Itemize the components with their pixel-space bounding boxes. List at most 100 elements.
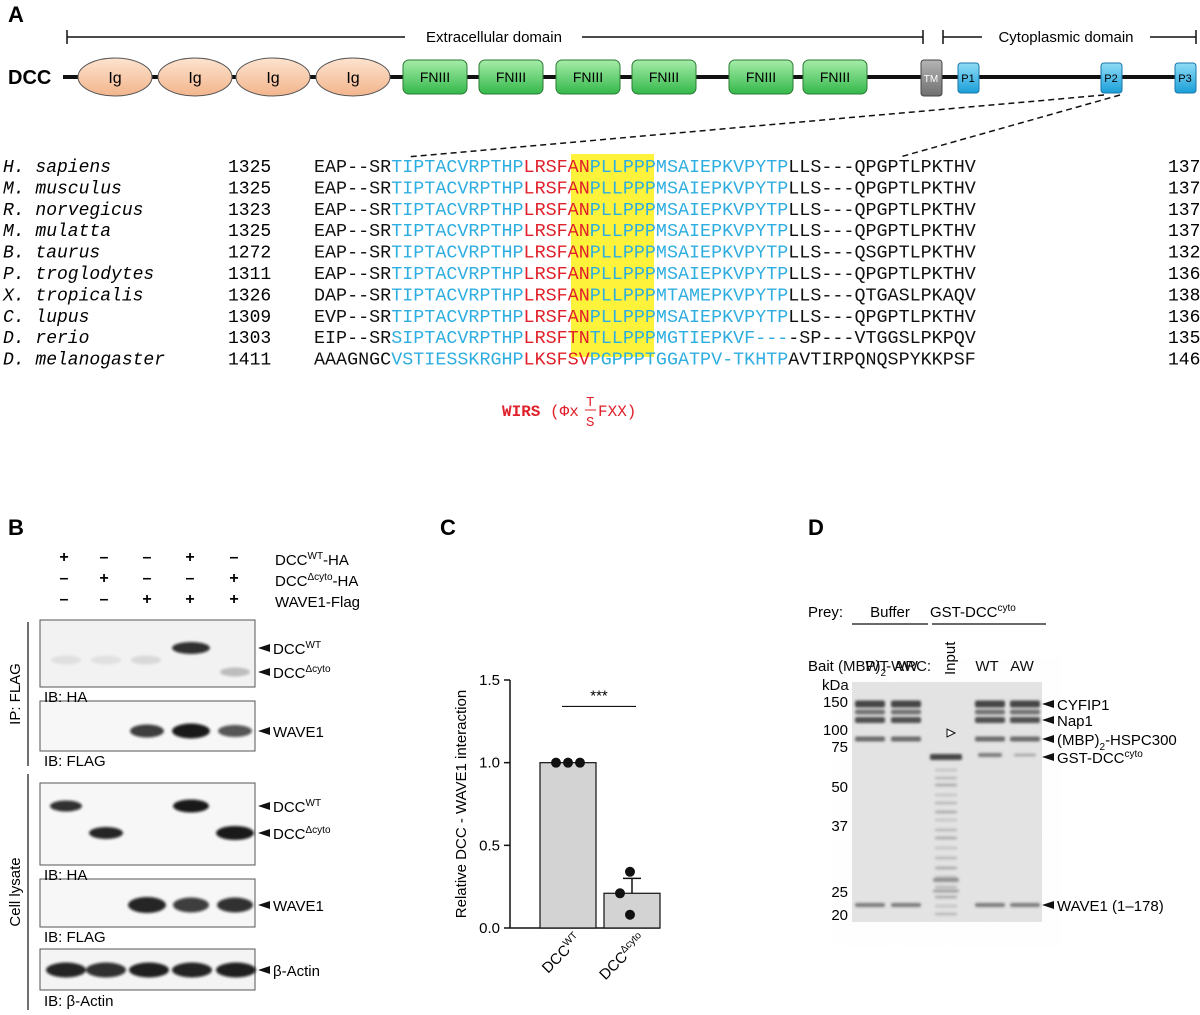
condition-sign: –: [143, 549, 152, 566]
svg-text:FNIII: FNIII: [420, 69, 450, 85]
residue-end: 1469: [1168, 351, 1200, 371]
gel-band: [935, 793, 957, 797]
band-gst-dcc: GST-DCCcyto: [1057, 749, 1143, 767]
x-category-label: DCCWT: [538, 930, 585, 977]
blot-band: [172, 962, 212, 978]
wirs-motif: WIRS (Φx T S FXX): [502, 395, 636, 431]
gel-band: [855, 700, 885, 708]
residue-end: 1353: [1168, 329, 1200, 349]
condition-sign: –: [143, 570, 152, 587]
gel-band: [855, 709, 885, 715]
species-name: D. rerio: [3, 329, 89, 349]
ig-domain: Ig: [157, 57, 233, 97]
y-tick-label: 1.0: [479, 755, 500, 772]
gel-band: [935, 875, 957, 879]
ig-domain: Ig: [235, 57, 311, 97]
x-category-label: DCCΔcyto: [595, 930, 649, 984]
gel-band: [975, 700, 1005, 708]
blot-band: [128, 897, 166, 913]
svg-text:FNIII: FNIII: [649, 69, 679, 85]
bar-chart: 0.0 0.5 1.0 1.5 Relative DCC - WAVE1 interac…: [453, 672, 661, 984]
ip-flag-label: IP: FLAG: [7, 663, 24, 725]
condition-sign: –: [60, 591, 69, 608]
condition-labels: DCCWT-HA DCCΔcyto-HA WAVE1-Flag: [275, 551, 360, 611]
blot-bands: [46, 642, 256, 978]
cell-lysate-label: Cell lysate: [7, 857, 24, 926]
species-name: M. musculus: [3, 179, 122, 199]
gel-band: [935, 783, 957, 787]
panel-a-label: A: [8, 2, 24, 27]
kda-label: kDa: [822, 677, 849, 694]
sequence: EAP--SRTIPTACVRPTHP LRSFANPLLPPPMSAIEPKVP…: [314, 158, 976, 178]
ib-label: IB: FLAG: [44, 929, 106, 946]
wirs-motif-top: T: [586, 395, 594, 411]
condition-dcc-dcyto: DCCΔcyto-HA: [275, 572, 358, 590]
gel-band: [935, 801, 957, 805]
residue-end: 1379: [1168, 179, 1200, 199]
residue-start: 1272: [228, 244, 271, 264]
wirs-highlight: [571, 154, 654, 357]
gel-bands: [855, 700, 1040, 916]
gel-band: [935, 836, 957, 840]
alignment-row: H. sapiens 1325 EAP--SRTIPTACVRPTHP LRSFANP…: [3, 158, 1200, 178]
blot-band: [216, 962, 256, 978]
extracellular-domain-label: Extracellular domain: [426, 29, 562, 46]
western-blots: [39, 619, 256, 991]
svg-text:Ig: Ig: [188, 70, 201, 87]
condition-sign: +: [142, 591, 151, 608]
band-cyfip1: CYFIP1: [1057, 697, 1110, 714]
mw-marker: 50: [831, 779, 848, 796]
svg-text:Ig: Ig: [108, 70, 121, 87]
data-point: [551, 757, 561, 768]
arrow-wave1: WAVE1: [273, 898, 324, 915]
sequence-alignment: H. sapiens 1325 EAP--SRTIPTACVRPTHP LRSFANP…: [2, 158, 1200, 371]
blot-band: [217, 897, 253, 913]
sequence: EIP--SRSIPTACVRPTHP LRSFTNTLLPPPMGTIEPKVF…: [314, 329, 976, 349]
svg-text:FNIII: FNIII: [573, 69, 603, 85]
ib-label: IB: FLAG: [44, 753, 106, 770]
condition-sign: –: [60, 570, 69, 587]
blot-band: [220, 667, 250, 677]
gel-band: [935, 828, 957, 832]
residue-start: 1325: [228, 158, 271, 178]
protein-name: DCC: [8, 67, 51, 89]
band-wave1: WAVE1 (1–178): [1057, 898, 1164, 915]
fniii-domain: FNIII: [478, 59, 544, 95]
gel-band: [930, 754, 962, 760]
gel-band: [935, 912, 957, 916]
panel-a: A Extracellular domain Cytoplasmic domai…: [2, 2, 1200, 431]
gel-band: [975, 736, 1005, 742]
sequence: AAAGNGCVSTIESSKRGHP LKSFSVPGPPPTGGATPV-TK…: [314, 351, 976, 371]
residue-start: 1411: [228, 351, 271, 371]
gel-band: [935, 768, 957, 772]
blot-band: [218, 725, 252, 737]
zoom-lines: [406, 94, 1121, 158]
alignment-row: M. mulatta 1325 EAP--SRTIPTACVRPTHP LRSFANP…: [3, 222, 1200, 242]
sequence: EAP--SRTIPTACVRPTHP LRSFANPLLPPPMSAIEPKVP…: [314, 222, 976, 242]
gel-band: [1010, 736, 1040, 742]
data-point: [563, 757, 573, 768]
condition-sign: +: [229, 591, 238, 608]
svg-text:P1: P1: [961, 73, 974, 85]
bait-label: Bait (MBP)2-WRC:: [808, 658, 931, 679]
data-point: [625, 909, 635, 920]
residue-end: 1379: [1168, 158, 1200, 178]
blot-band: [131, 655, 161, 665]
gel-band: [935, 818, 957, 822]
blot-band: [50, 800, 82, 812]
ib-label: IB: HA: [44, 689, 87, 706]
panel-d-label: D: [808, 515, 824, 540]
data-point: [625, 866, 635, 877]
wirs-motif-post: FXX): [598, 403, 636, 421]
panel-c: C 0.0 0.5 1.0 1.5 Relative DCC - WAVE1 inter…: [440, 515, 661, 984]
blot-band: [51, 655, 81, 665]
residue-end: 1365: [1168, 265, 1200, 285]
ib-label: IB: HA: [44, 867, 87, 884]
lane-label: WT: [975, 658, 998, 675]
y-tick-label: 1.5: [479, 672, 500, 689]
fniii-domain: FNIII: [631, 59, 697, 95]
condition-signs: + – – + – – + – – + – – + + +: [59, 549, 238, 608]
gel-band: [891, 903, 921, 907]
gel-band: [935, 846, 957, 850]
